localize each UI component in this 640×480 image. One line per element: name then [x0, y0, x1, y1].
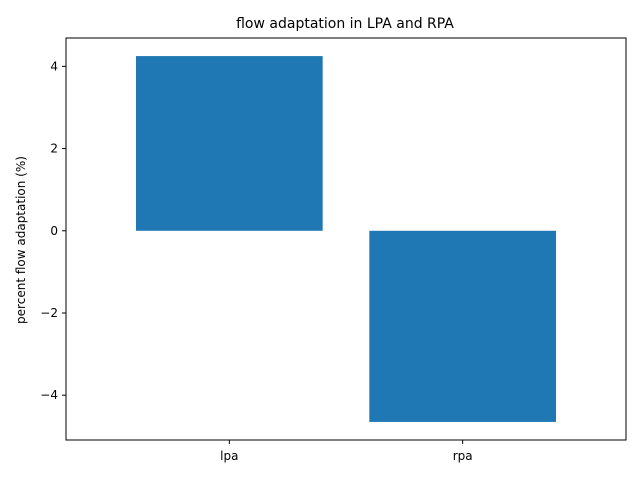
chart-title: flow adaptation in LPA and RPA — [236, 16, 454, 32]
x-tick-label-rpa: rpa — [453, 449, 473, 463]
bar-lpa — [136, 56, 323, 231]
bar-rpa — [369, 230, 556, 422]
y-axis-title: percent flow adaptation (%) — [14, 156, 28, 324]
y-axis-ticks: −4 −2 0 2 4 — [40, 59, 66, 402]
y-tick-label: −2 — [40, 306, 58, 320]
x-tick-label-lpa: lpa — [220, 449, 238, 463]
plot-frame — [65, 37, 627, 441]
y-tick-label: 0 — [50, 224, 58, 238]
y-tick-label: 4 — [50, 59, 58, 73]
y-tick-label: 2 — [50, 142, 58, 156]
y-tick-label: −4 — [40, 388, 58, 402]
x-axis-ticks: lpa rpa — [220, 440, 473, 463]
bars-group — [136, 56, 556, 422]
